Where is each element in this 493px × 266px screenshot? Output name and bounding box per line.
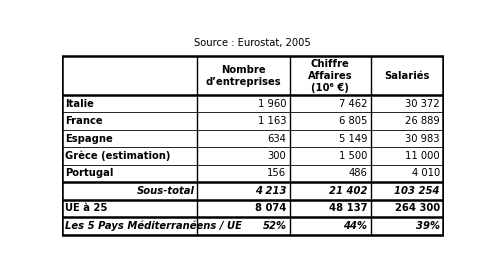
Text: 21 402: 21 402: [329, 186, 367, 196]
Text: 300: 300: [268, 151, 286, 161]
Text: 634: 634: [268, 134, 286, 144]
Text: Italie: Italie: [66, 98, 94, 109]
Text: 6 805: 6 805: [339, 116, 367, 126]
Text: 4 010: 4 010: [412, 168, 440, 178]
Bar: [63, 56, 443, 235]
Text: 11 000: 11 000: [405, 151, 440, 161]
Text: 103 254: 103 254: [394, 186, 440, 196]
Text: 30 372: 30 372: [405, 98, 440, 109]
Text: 44%: 44%: [344, 221, 367, 231]
Text: France: France: [66, 116, 103, 126]
Text: 26 889: 26 889: [405, 116, 440, 126]
Text: Chiffre
Affaires
(10⁶ €): Chiffre Affaires (10⁶ €): [308, 59, 352, 93]
Text: Les 5 Pays Méditerranéens / UE: Les 5 Pays Méditerranéens / UE: [66, 221, 243, 231]
Text: 8 074: 8 074: [255, 203, 286, 213]
Text: 5 149: 5 149: [339, 134, 367, 144]
Text: 30 983: 30 983: [405, 134, 440, 144]
Text: Espagne: Espagne: [66, 134, 113, 144]
Text: 486: 486: [349, 168, 367, 178]
Text: Sous-total: Sous-total: [137, 186, 194, 196]
Text: Grèce (estimation): Grèce (estimation): [66, 151, 171, 161]
Text: 1 960: 1 960: [258, 98, 286, 109]
Text: 52%: 52%: [262, 221, 286, 231]
Text: 1 163: 1 163: [258, 116, 286, 126]
Text: 7 462: 7 462: [339, 98, 367, 109]
Text: 48 137: 48 137: [329, 203, 367, 213]
Text: 39%: 39%: [416, 221, 440, 231]
Text: Portugal: Portugal: [66, 168, 114, 178]
Text: Source : Eurostat, 2005: Source : Eurostat, 2005: [194, 38, 311, 48]
Text: 264 300: 264 300: [395, 203, 440, 213]
Text: 156: 156: [267, 168, 286, 178]
Text: Nombre
d’entreprises: Nombre d’entreprises: [206, 65, 282, 87]
Text: Salariés: Salariés: [384, 71, 429, 81]
Text: UE à 25: UE à 25: [66, 203, 108, 213]
Text: 4 213: 4 213: [255, 186, 286, 196]
Text: 1 500: 1 500: [339, 151, 367, 161]
